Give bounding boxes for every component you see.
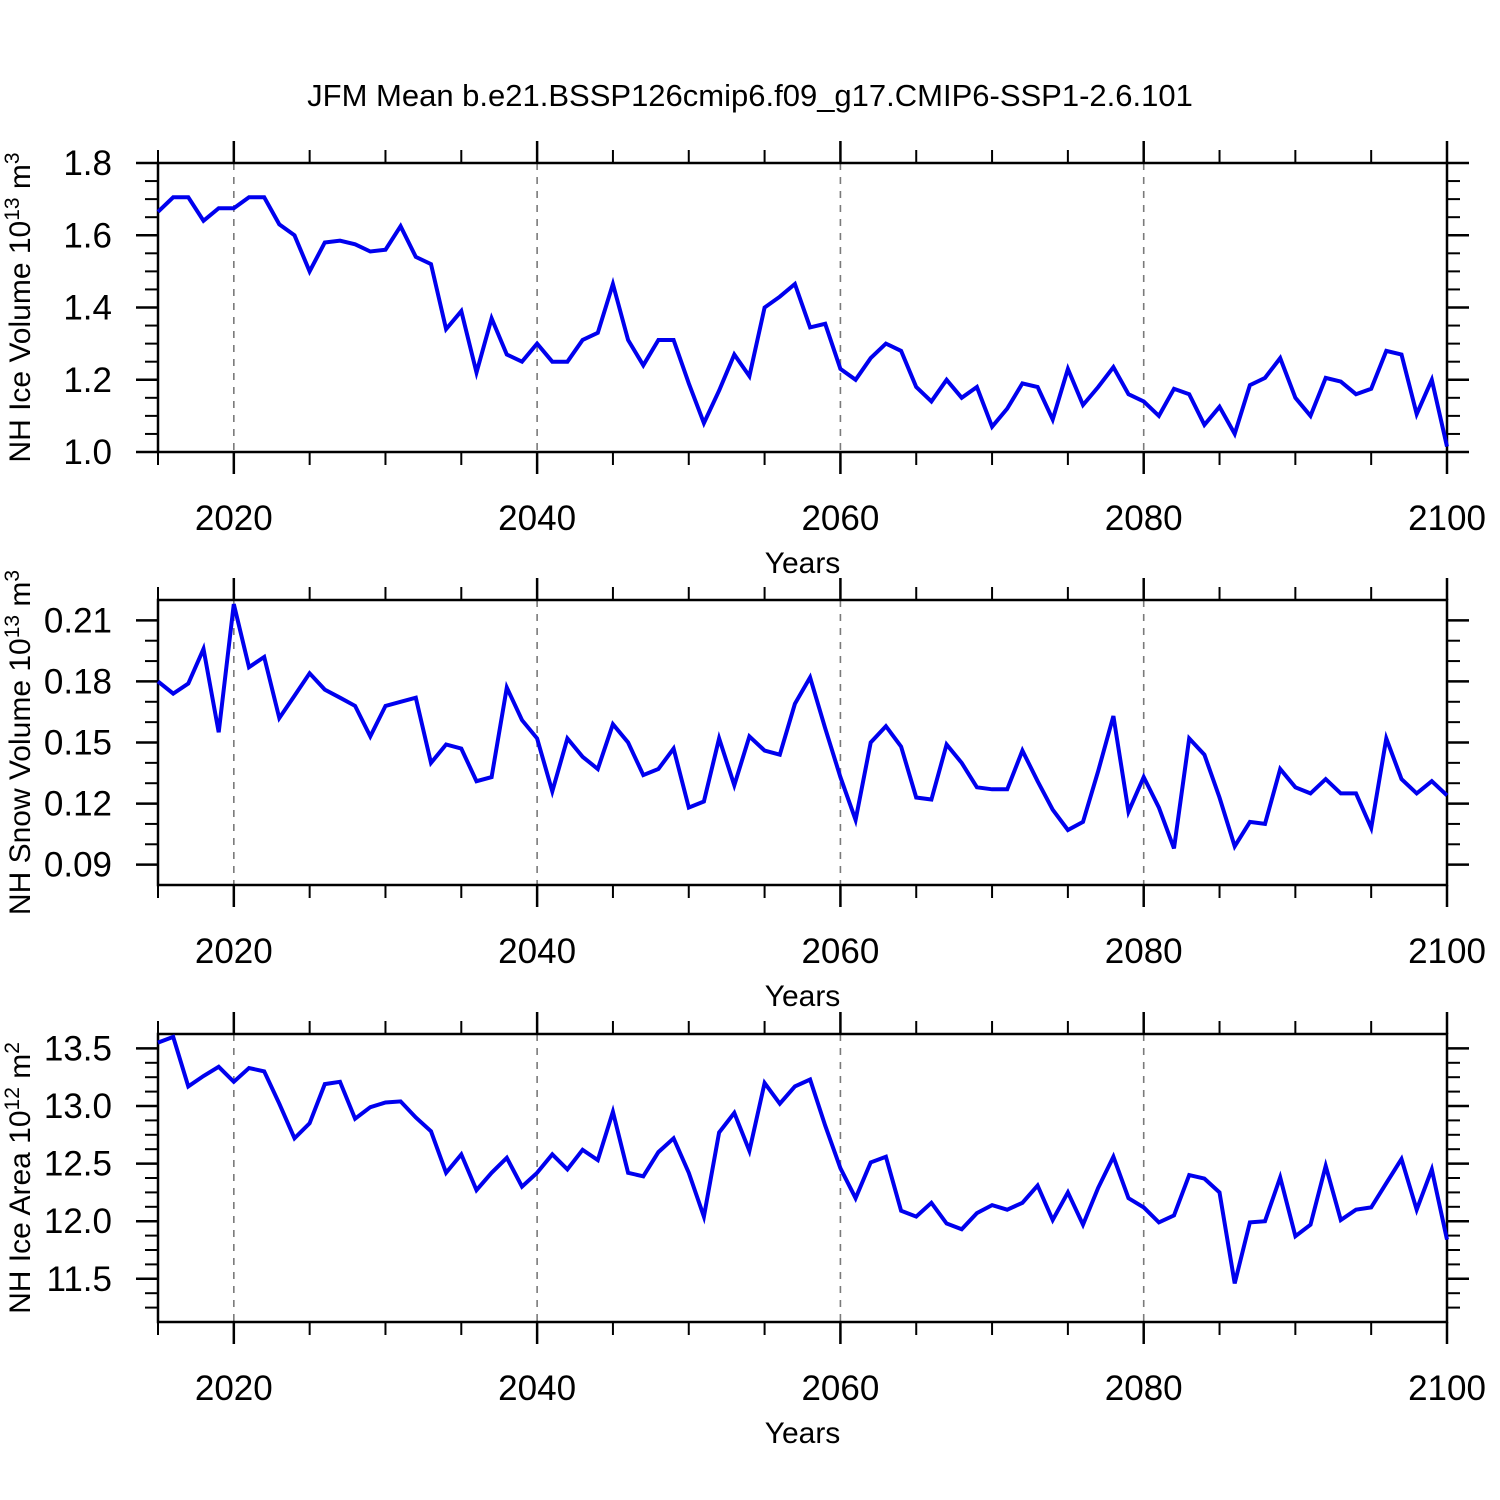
x-tick-label: 2080 [1105,1369,1183,1408]
y-axis-title-text: NH Ice Area 10 [4,1110,37,1313]
x-tick-label: 2080 [1105,499,1183,538]
y-axis-title-text: m [4,164,37,197]
plot-frame [156,1032,1449,1324]
x-tick-label: 2080 [1105,932,1183,971]
y-axis-title-text: NH Ice Volume 10 [4,221,37,463]
x-tick-label: 2020 [195,1369,273,1408]
y-tick-label: 0.09 [44,846,112,885]
x-tick-label: 2100 [1408,1369,1486,1408]
x-axis-title: Years [765,1417,841,1450]
y-axis-title: NH Ice Area 1012 m2 [1,1042,37,1314]
y-tick-label: 0.15 [44,724,112,763]
panel-2: 2020 2040 2060 2080 2100 0.09 0.12 0.15 0.18 0.21… [1,570,1486,1013]
x-tick-label: 2060 [801,499,879,538]
y-axis-title-superscript: 3 [1,570,24,582]
y-axis-title-superscript: 2 [1,1042,24,1054]
y-axis-title: NH Snow Volume 1013 m3 [1,570,37,915]
figure-title: JFM Mean b.e21.BSSP126cmip6.f09_g17.CMIP… [307,78,1193,113]
x-tick-label: 2040 [498,932,576,971]
x-axis-title: Years [765,547,841,580]
y-tick-label: 1.0 [63,433,112,472]
series-line-panel-1 [156,195,1449,448]
series-line-panel-3 [157,1034,1449,1284]
y-tick-label: 1.2 [63,361,112,400]
y-tick-label: 13.0 [44,1087,112,1126]
y-tick-label: 1.4 [63,289,112,328]
y-tick-label: 0.21 [44,601,112,640]
y-tick-label: 0.12 [44,785,112,824]
plot-frame [156,598,1449,887]
y-axis-title-superscript: 13 [1,197,24,220]
y-tick-label: 11.5 [46,1260,112,1299]
y-tick-label: 12.5 [44,1145,112,1184]
x-tick-label: 2100 [1408,499,1486,538]
y-axis-title-text: m [4,1054,37,1087]
panel-3: 2020 2040 2060 2080 2100 11.5 12.0 12.5 13.0 13.5… [1,1012,1486,1450]
y-axis-title-superscript: 12 [1,1087,24,1110]
x-tick-label: 2020 [195,932,273,971]
y-axis-title: NH Ice Volume 1013 m3 [1,152,37,462]
y-axis-title-text: NH Snow Volume 10 [4,638,37,915]
y-tick-label: 0.18 [44,662,112,701]
y-tick-label: 1.6 [63,216,112,255]
y-tick-label: 1.8 [63,144,112,183]
x-tick-label: 2020 [195,499,273,538]
x-tick-label: 2100 [1408,932,1486,971]
x-tick-label: 2040 [498,499,576,538]
panel-1: 2020 2040 2060 2080 2100 1.0 1.2 1.4 1.6 1.8 Years… [1,141,1486,580]
y-axis-title-superscript: 13 [1,615,24,638]
x-axis-title: Years [765,980,841,1013]
y-axis-title-text: m [4,582,37,615]
y-axis-title-superscript: 3 [1,152,24,164]
x-tick-label: 2040 [498,1369,576,1408]
y-tick-label: 12.0 [44,1202,112,1241]
y-tick-label: 13.5 [44,1029,112,1068]
x-tick-label: 2060 [801,1369,879,1408]
series-line-panel-2 [156,603,1449,852]
x-tick-label: 2060 [801,932,879,971]
